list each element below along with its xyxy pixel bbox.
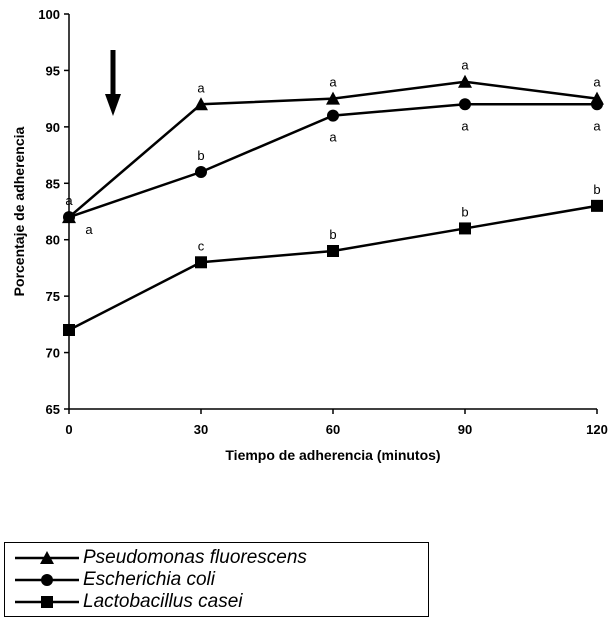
y-tick-label: 100 [38, 7, 60, 22]
data-point-circle [459, 98, 471, 111]
legend-item-escherichia: Escherichia coli [13, 569, 215, 591]
x-tick-label: 0 [65, 422, 72, 437]
data-point-circle [327, 109, 339, 122]
significance-label: b [461, 204, 468, 219]
legend-label: Escherichia coli [83, 569, 215, 590]
significance-label: b [329, 227, 336, 242]
data-point-circle [591, 98, 603, 111]
significance-label: a [329, 130, 337, 145]
data-point-circle [63, 211, 75, 224]
data-point-square [459, 222, 471, 235]
square-marker-icon [15, 596, 79, 608]
data-point-square [591, 199, 603, 212]
x-tick-label: 120 [586, 422, 608, 437]
x-axis-title: Tiempo de adherencia (minutos) [225, 447, 440, 463]
y-tick-label: 70 [46, 346, 60, 361]
legend-item-lactobacillus: Lactobacillus casei [13, 591, 242, 613]
data-point-circle [195, 166, 207, 178]
y-tick-label: 80 [46, 233, 60, 248]
x-tick-label: 90 [458, 422, 472, 437]
down-arrow-annotation [105, 50, 121, 116]
significance-label: a [85, 222, 93, 237]
significance-label: a [329, 75, 337, 90]
significance-label: c [198, 238, 205, 253]
significance-label: a [461, 58, 469, 73]
data-point-triangle [194, 97, 208, 111]
y-tick-label: 95 [46, 63, 60, 78]
significance-label: a [593, 118, 601, 133]
legend-label: Pseudomonas fluorescens [83, 547, 307, 568]
significance-label: b [593, 182, 600, 197]
data-point-triangle [326, 91, 340, 105]
significance-label: a [593, 75, 601, 90]
significance-label: a [65, 193, 73, 208]
y-tick-label: 90 [46, 120, 60, 135]
legend-item-pseudomonas: Pseudomonas fluorescens [13, 547, 307, 569]
data-point-square [327, 245, 339, 257]
y-tick-label: 85 [46, 176, 60, 191]
arrow-head [105, 94, 121, 116]
y-axis-title: Porcentaje de adherencia [11, 126, 27, 296]
x-axis: 0 30 60 90 120 [65, 408, 608, 437]
y-tick-label: 65 [46, 402, 60, 417]
series-line [68, 204, 598, 332]
x-tick-label: 30 [194, 422, 208, 437]
triangle-marker-icon [15, 551, 79, 564]
circle-marker-icon [15, 574, 79, 586]
series-square: c b b b [63, 182, 603, 336]
data-point-square [63, 324, 75, 336]
x-tick-label: 60 [326, 422, 340, 437]
y-tick-label: 75 [46, 289, 60, 304]
significance-label: a [197, 80, 205, 95]
legend-label: Lactobacillus casei [83, 591, 243, 612]
significance-label: a [461, 118, 469, 133]
data-point-square [195, 256, 207, 269]
data-point-triangle [458, 74, 472, 88]
y-axis: 65 70 75 80 85 90 95 100 [38, 7, 70, 417]
significance-label: b [197, 148, 204, 163]
legend: Pseudomonas fluorescens Escherichia coli… [4, 542, 429, 617]
